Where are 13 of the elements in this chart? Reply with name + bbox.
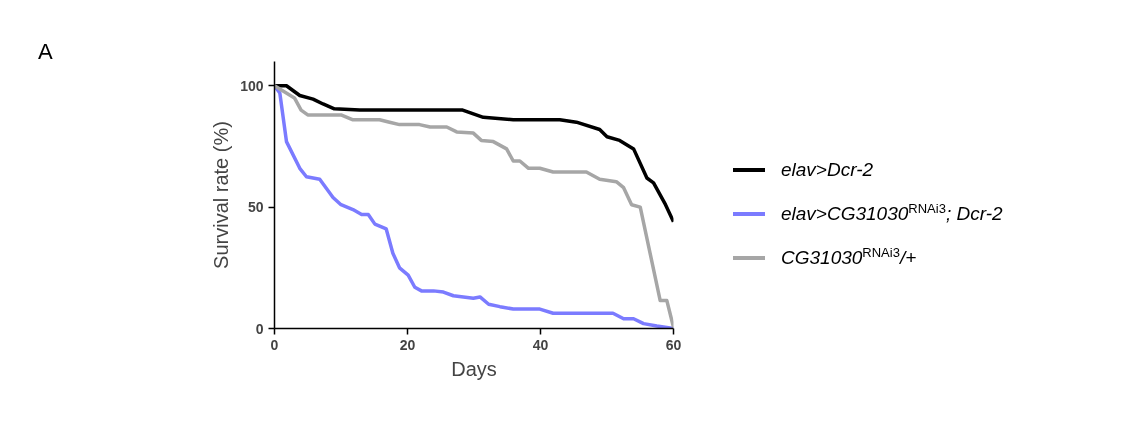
y-axis-title: Survival rate (%) bbox=[210, 121, 233, 269]
legend-label: elav>CG31030$^{RNAi3}$; Dcr-2 bbox=[781, 200, 1003, 227]
x-tick-label: 60 bbox=[665, 336, 682, 353]
y-tick-label: 100 bbox=[240, 77, 264, 94]
x-tick-label: 20 bbox=[399, 336, 416, 353]
x-tick-label: 40 bbox=[532, 336, 549, 353]
legend-label: CG31030$^{RNAi3}$/+ bbox=[781, 244, 917, 271]
y-tick-label: 0 bbox=[255, 320, 264, 337]
x-axis-title: Days bbox=[451, 357, 497, 380]
text: A bbox=[38, 38, 53, 66]
y-tick-label: 50 bbox=[247, 199, 264, 216]
legend-label: elav>Dcr-2 bbox=[781, 158, 874, 183]
x-tick-label: 0 bbox=[270, 336, 279, 353]
